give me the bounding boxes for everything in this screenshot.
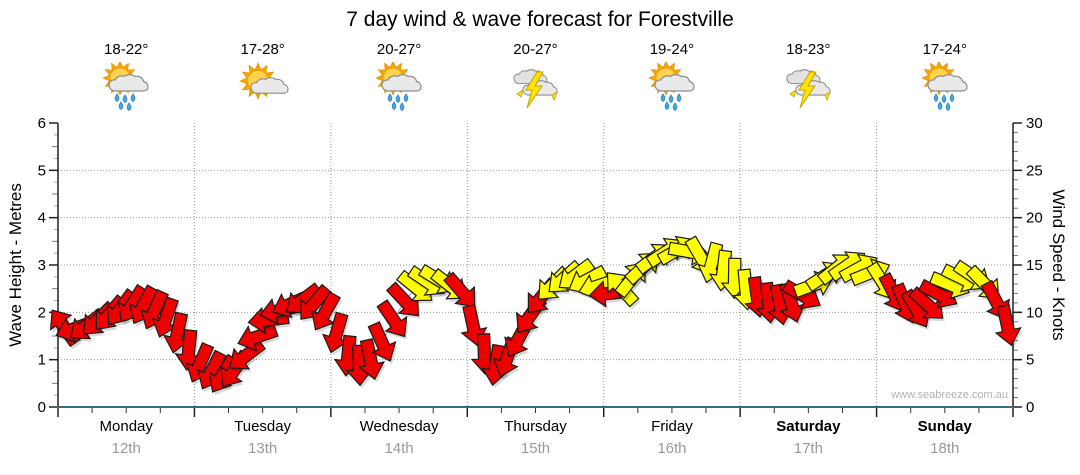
- wave-tick-label: 4: [38, 210, 46, 227]
- wind-tick-label: 30: [1026, 115, 1043, 132]
- wind-arrow: [311, 291, 341, 331]
- wind-arrow: [994, 304, 1022, 347]
- wave-tick-label: 3: [38, 257, 46, 274]
- wave-tick-label: 6: [38, 115, 46, 132]
- wind-arrow: [367, 321, 397, 362]
- wind-tick-label: 20: [1026, 210, 1043, 227]
- wind-tick-label: 0: [1026, 399, 1034, 416]
- wind-arrow: [322, 311, 349, 354]
- wind-tick-label: 10: [1026, 304, 1043, 321]
- wave-tick-label: 0: [38, 399, 46, 416]
- wind-arrow: [907, 286, 944, 319]
- chart-title: 7 day wind & wave forecast for Forestvil…: [346, 8, 734, 31]
- wave-tick-label: 2: [38, 304, 46, 321]
- wind-arrow: [151, 296, 179, 338]
- wind-tick-label: 15: [1026, 257, 1043, 274]
- wind-arrow: [174, 329, 202, 372]
- wind-tick-label: 25: [1026, 162, 1043, 179]
- wind-arrow: [300, 283, 333, 320]
- wind-arrow: [358, 338, 385, 381]
- wind-arrow: [443, 271, 476, 308]
- wind-tick-label: 5: [1026, 352, 1034, 369]
- wave-tick-label: 5: [38, 162, 46, 179]
- watermark: www.seabreeze.com.au: [891, 389, 1008, 401]
- wind-arrows-group: [49, 235, 1023, 395]
- wind-arrow: [376, 299, 408, 338]
- wave-tick-label: 1: [38, 352, 46, 369]
